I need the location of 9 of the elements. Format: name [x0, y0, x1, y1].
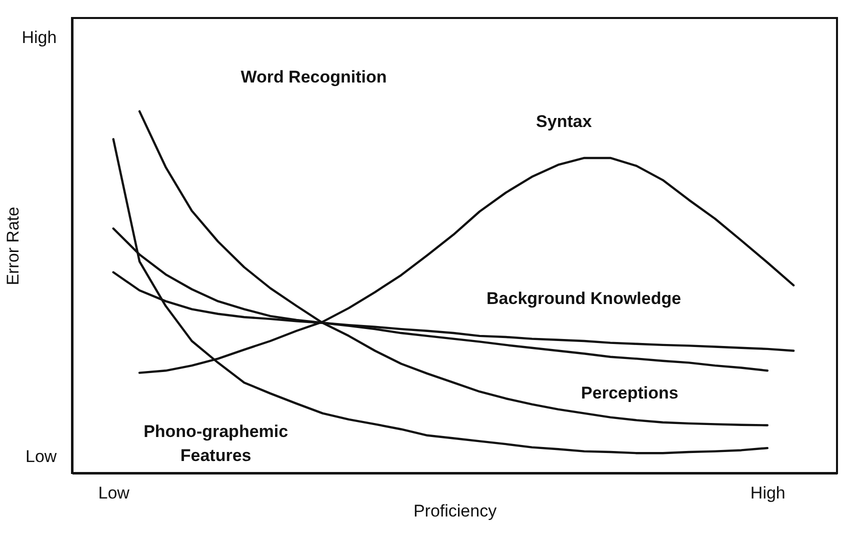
x-axis-title: Proficiency: [413, 502, 498, 520]
annotation: Phono-graphemic Features: [144, 422, 288, 466]
y-axis-title: Error Rate: [4, 206, 22, 286]
annotation: Background Knowledge: [486, 289, 682, 308]
text: Word Recognition: [240, 68, 387, 87]
annotation: Perceptions: [581, 383, 678, 402]
text: Low: [26, 447, 58, 466]
annotation: Syntax: [536, 112, 592, 132]
text: High: [22, 28, 57, 48]
